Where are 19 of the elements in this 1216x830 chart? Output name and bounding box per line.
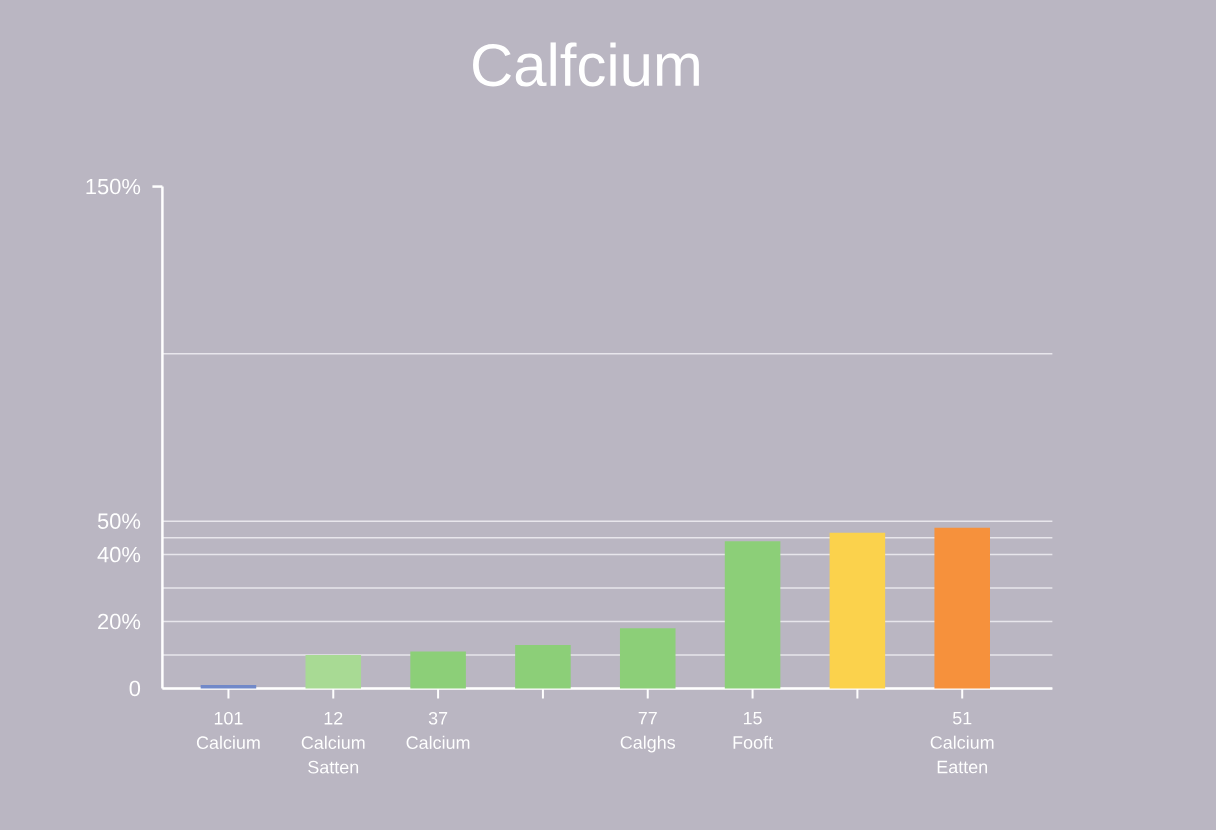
bar xyxy=(410,651,466,689)
x-tick-label: 37 Calcium xyxy=(406,711,470,749)
bar xyxy=(724,541,781,689)
y-tick-label: 150% xyxy=(86,178,141,195)
y-tick-label: 0 xyxy=(129,680,141,697)
y-tick-label: 40% xyxy=(97,546,141,563)
x-tick-label: 51 Calcium Eatten xyxy=(930,711,994,774)
x-tick-label: 77 Calghs xyxy=(620,711,676,753)
x-tick-label: 12 Calcium Satten xyxy=(301,711,365,774)
chart-title: Calfcium xyxy=(473,42,699,87)
y-tick-label: 50% xyxy=(97,513,141,529)
x-tick-label: 101 Calcium xyxy=(196,711,260,749)
bar xyxy=(934,527,990,689)
bar xyxy=(305,654,362,689)
x-tick-label: 15 Fooft xyxy=(733,711,773,749)
y-tick-label: 20% xyxy=(98,613,141,630)
bar xyxy=(829,532,886,689)
bar xyxy=(619,628,676,689)
bar xyxy=(515,644,571,689)
